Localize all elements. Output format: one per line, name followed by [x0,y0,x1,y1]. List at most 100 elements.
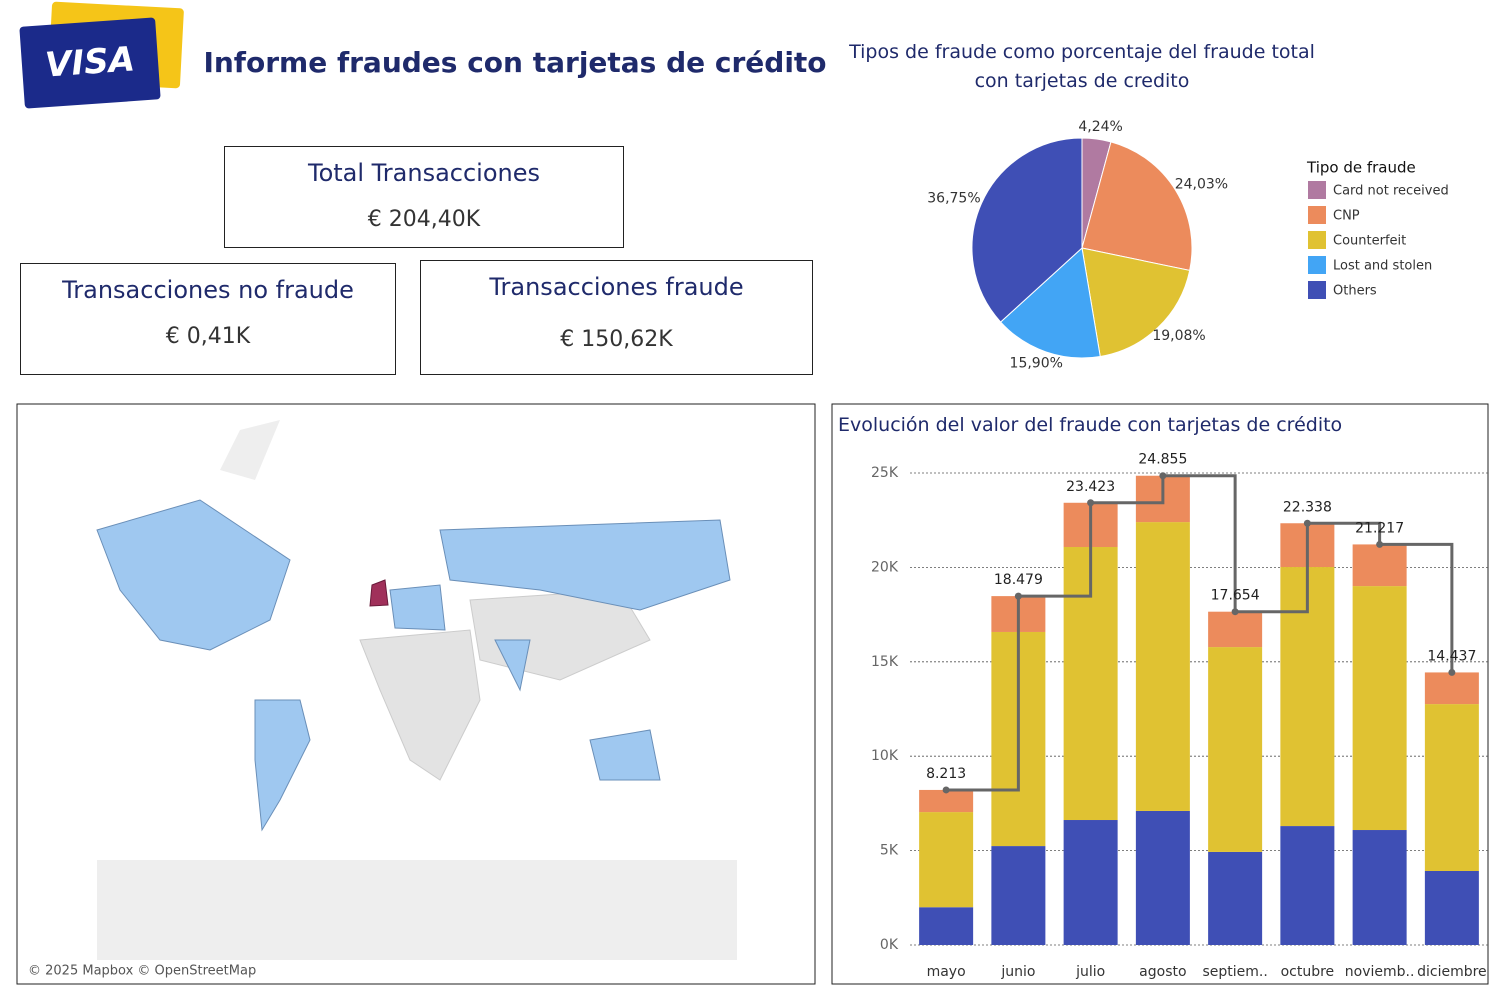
x-tick-label: mayo [927,964,966,980]
pie-label: 36,75% [927,191,980,207]
bar-segment [1063,820,1118,945]
legend-label: Others [1333,284,1377,299]
map [96,420,737,960]
pie-label: 24,03% [1175,176,1228,192]
pie-slice [1081,247,1191,358]
kpi-value: € 150,62K [560,327,673,352]
bar-segment [1208,851,1263,945]
australia [589,729,661,781]
value-label: 18.479 [994,572,1043,588]
value-label: 8.213 [926,766,966,782]
y-tick-label: 10K [871,748,899,764]
value-label: 14.437 [1427,648,1476,664]
x-tick-label: octubre [1281,964,1335,980]
bar-segment [1424,672,1479,705]
kpi-value: € 204,40K [367,207,481,232]
y-tick-label: 25K [871,465,899,481]
europe [389,584,446,631]
bar-segment [991,846,1046,945]
pie-label: 4,24% [1078,119,1122,135]
pie-slice [971,137,1083,323]
bar-segment [1424,870,1479,945]
x-tick-label: septiem.. [1202,964,1267,980]
uk [369,579,389,607]
pie-slice [999,247,1101,359]
bar-segment [1352,544,1407,587]
bar-segment [1208,611,1263,648]
india [494,639,531,692]
x-tick-label: julio [1075,964,1105,980]
x-tick-label: diciembre [1417,964,1487,980]
line-point [1448,668,1456,676]
y-tick-label: 0K [880,937,899,953]
line-point [1159,472,1167,480]
legend-swatch [1308,206,1326,224]
page-title: Informe fraudes con tarjetas de crédito [203,46,826,79]
bar-segment [1208,647,1263,852]
x-tick-label: junio [1000,964,1035,980]
kpi-label: Transacciones fraude [489,273,744,301]
step-segment [1235,523,1309,614]
bar-segment [1352,586,1407,831]
step-segment [1162,474,1237,612]
antarctica [97,860,737,960]
kpi-no-fraud: Transacciones no fraude € 0,41K [20,263,396,375]
bar-segment [1352,830,1407,945]
africa [359,629,481,781]
value-label: 21.217 [1355,520,1404,536]
kpi-label: Total Transacciones [307,159,541,187]
north-america [96,499,291,651]
bar-title: Evolución del valor del fraude con tarje… [838,414,1343,436]
y-tick-label: 15K [871,654,899,670]
kpi-label: Transacciones no fraude [62,276,354,304]
step-segment [946,596,1020,792]
value-label: 23.423 [1066,479,1115,495]
line-point [942,786,950,794]
line-point [1303,519,1311,527]
legend-swatch [1308,181,1326,199]
legend-swatch [1308,256,1326,274]
legend-title: Tipo de fraude [1306,159,1416,177]
pie-title: Tipos de fraude como porcentaje del frau… [849,41,1315,92]
step-segment [1379,542,1454,673]
line-point [1087,499,1095,507]
legend-label: Counterfeit [1333,234,1406,249]
south-america [254,699,311,832]
legend-label: Card not received [1333,184,1449,199]
line-point [1014,592,1022,600]
bar-segment [919,789,974,813]
logo-text: VISA [44,39,136,85]
value-label: 22.338 [1283,499,1332,515]
kpi-value: € 0,41K [165,324,251,349]
kpi-total: Total Transacciones € 204,40K [224,146,624,248]
step-segment [1090,475,1165,505]
russia [439,519,731,611]
legend-label: Lost and stolen [1333,259,1432,274]
pie-label: 19,08% [1152,328,1205,344]
x-tick-label: agosto [1139,964,1186,980]
step-segment [1018,502,1093,598]
logo-card [19,17,161,109]
y-tick-label: 5K [880,843,899,859]
kpi-fraud: Transacciones fraude € 150,62K [420,260,813,375]
line-point [1376,540,1384,548]
bar-segment [1280,826,1335,945]
map-attribution: © 2025 Mapbox © OpenStreetMap [28,964,256,979]
y-tick-label: 20K [871,559,899,575]
legend-label: CNP [1333,209,1360,224]
legend-swatch [1308,281,1326,299]
step-segment [1307,521,1382,545]
bar-segment [919,907,974,945]
bar-segment [919,812,974,908]
bar-segment [1135,810,1190,945]
pie-slice [1081,141,1193,272]
line-point [1231,608,1239,616]
bar-segment [1135,522,1190,811]
bar-segment [1424,704,1479,871]
pie-label: 15,90% [1010,355,1063,371]
value-label: 24.855 [1138,452,1187,468]
value-label: 17.654 [1211,588,1260,604]
x-tick-label: noviemb.. [1345,964,1415,980]
